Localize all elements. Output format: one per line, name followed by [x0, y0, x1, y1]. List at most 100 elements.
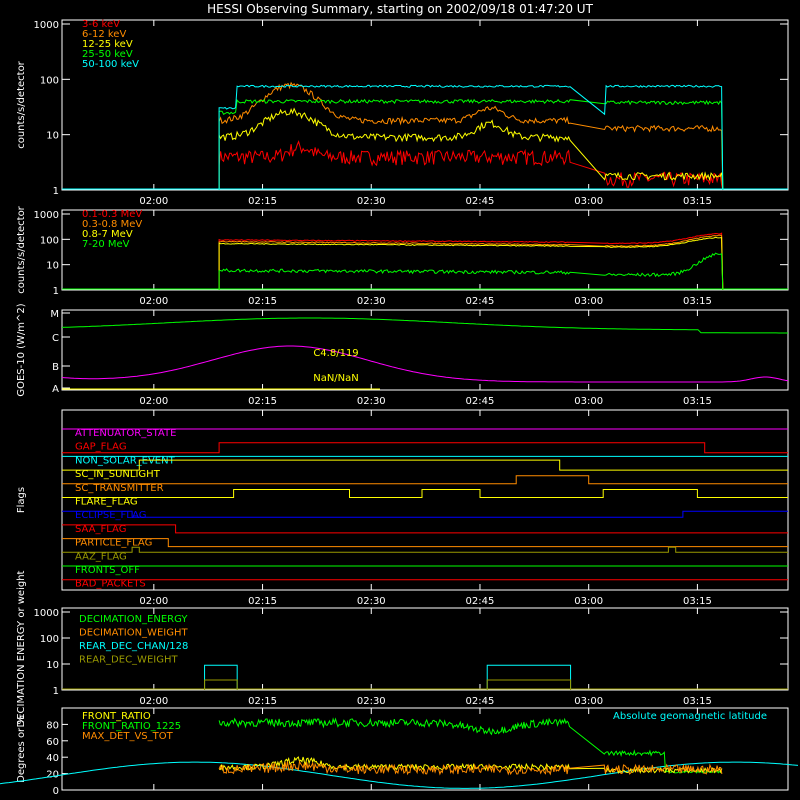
legend-entry-4: 7-20 MeV [82, 239, 130, 250]
x-tick-label: 03:00 [574, 396, 603, 407]
x-tick-label: 03:00 [574, 296, 603, 307]
flag-line-10 [62, 546, 788, 553]
series-line-4 [218, 98, 724, 191]
x-tick-label: 02:45 [466, 296, 495, 307]
y-tick-label: 1000 [34, 608, 59, 619]
legend-entry-5: 50-100 keV [82, 59, 139, 70]
legend-entry-3: REAR_DEC_CHAN/128 [79, 641, 188, 652]
series-line-4 [218, 252, 724, 291]
flag-line-9 [62, 538, 788, 548]
series-line-3 [218, 760, 723, 776]
y-tick-label: 100 [40, 235, 59, 246]
y-tick-label: 60 [46, 737, 59, 748]
legend-entry-2: DECIMATION_WEIGHT [79, 628, 188, 639]
x-tick-label: 02:00 [139, 396, 168, 407]
rear-dec-box-2 [486, 664, 572, 690]
flag-label-6: FLARE_FLAG [75, 497, 138, 508]
series-line-1 [218, 232, 724, 291]
x-tick-label: 03:00 [574, 696, 603, 707]
legend-entry-2: FRONT_RATIO_1225 [82, 721, 181, 732]
series-line-2 [218, 81, 724, 191]
x-tick-label: 02:15 [248, 396, 277, 407]
x-tick-label: 02:15 [248, 196, 277, 207]
x-tick-label: 02:30 [357, 296, 386, 307]
panel-frame [61, 607, 789, 691]
panel-6: Degrees or % 0 20 40 60 80 FRONT_RATIOFRONT_RA… [0, 707, 799, 797]
legend-entry-1: 0.1-0.3 MeV [82, 209, 142, 220]
legend-entry-1: DECIMATION_ENERGY [79, 614, 188, 625]
flag-line-5 [62, 475, 788, 485]
y-axis-label: DECIMATION ENERGY or weight [16, 570, 27, 727]
rear-dec-box-1 [204, 664, 238, 690]
panel-frame [61, 309, 789, 391]
x-tick-label: 03:15 [683, 296, 712, 307]
y-tick-label: 100 [40, 634, 59, 645]
goes-long-line [61, 317, 788, 334]
y-tick-label: 1 [53, 186, 59, 197]
x-tick-label: 02:00 [139, 296, 168, 307]
panel-frame [61, 707, 789, 791]
chart-title: HESSI Observing Summary, starting on 200… [207, 2, 593, 16]
y-tick-label: 1000 [34, 210, 59, 221]
x-tick-label: 02:30 [357, 196, 386, 207]
y-tick-label: 1 [53, 286, 59, 297]
flag-label-3: NON_SOLAR_EVENT [75, 455, 176, 466]
x-tick-label: 02:30 [357, 596, 386, 607]
x-tick-label: 03:15 [683, 196, 712, 207]
x-tick-label: 03:15 [683, 696, 712, 707]
y-axis-label: GOES-10 (W/m^2) [16, 303, 27, 396]
flag-label-12: BAD_PACKETS [75, 579, 146, 590]
y-tick-label: 20 [46, 770, 59, 781]
rear-weight-box-2 [486, 679, 572, 690]
flag-line-6 [62, 489, 788, 498]
flag-line-4 [62, 459, 788, 471]
panel-1: 02:00 02:15 02:30 02:45 03:00 03:15 counts/s/d… [16, 19, 789, 207]
y-tick-label: C [52, 333, 59, 344]
flag-line-8 [62, 524, 788, 534]
series-line-1 [218, 140, 724, 191]
panel-4: 02:00 02:15 02:30 02:45 03:00 03:15 Flags ATTEN… [16, 409, 789, 607]
y-tick-label: M [50, 309, 59, 320]
rear-weight-box-1 [204, 679, 238, 690]
y-tick-label: 1000 [34, 20, 59, 31]
flag-label-1: ATTENUATOR_STATE [75, 428, 176, 439]
flag-label-5: SC_TRANSMITTER [75, 483, 164, 494]
x-tick-label: 02:45 [466, 596, 495, 607]
flag-line-2 [62, 442, 788, 454]
legend-entry-3: MAX_DET_VS_TOT [82, 731, 174, 742]
y-tick-label: 0 [53, 786, 59, 797]
y-axis-label: counts/s/detector [16, 205, 27, 293]
flag-label-11: FRONTS_OFF [75, 565, 140, 576]
x-tick-label: 02:00 [139, 596, 168, 607]
y-tick-label: 1 [53, 686, 59, 697]
panel-frame [61, 209, 789, 291]
series-line-2 [218, 717, 723, 774]
x-tick-label: 02:45 [466, 696, 495, 707]
series-line-1 [218, 756, 723, 775]
series-line-5 [218, 84, 724, 191]
panel-5: 02:00 02:15 02:30 02:45 03:00 03:15 DECIMATION… [16, 570, 789, 727]
y-tick-label: 100 [40, 75, 59, 86]
legend-entry-3: 12-25 keV [82, 39, 133, 50]
legend-entry-4: 25-50 keV [82, 49, 133, 60]
y-tick-label: 80 [46, 720, 59, 731]
flag-label-4: SC_IN_SUNLIGHT [75, 469, 161, 480]
y-tick-label: 10 [46, 131, 59, 142]
flare-class-label: C4.8/119 [313, 348, 358, 359]
goes-short-line [61, 345, 789, 383]
y-axis-label: counts/s/detector [16, 60, 27, 148]
x-tick-label: 03:00 [574, 196, 603, 207]
flare-nan-label: NaN/NaN [313, 373, 359, 384]
y-tick-label: 10 [46, 660, 59, 671]
flag-label-10: AAZ_FLAG [75, 551, 127, 562]
panel-2: 02:00 02:15 02:30 02:45 03:00 03:15 counts/s/d… [16, 205, 789, 307]
flag-label-2: GAP_FLAG [75, 442, 127, 453]
legend-entry-2: 6-12 keV [82, 29, 126, 40]
x-tick-label: 02:30 [357, 696, 386, 707]
x-tick-label: 02:00 [139, 196, 168, 207]
legend-entry-4: REAR_DEC_WEIGHT [79, 655, 178, 666]
flag-label-9: PARTICLE_FLAG [75, 538, 152, 549]
y-tick-label: A [52, 384, 59, 395]
x-tick-label: 02:45 [466, 196, 495, 207]
